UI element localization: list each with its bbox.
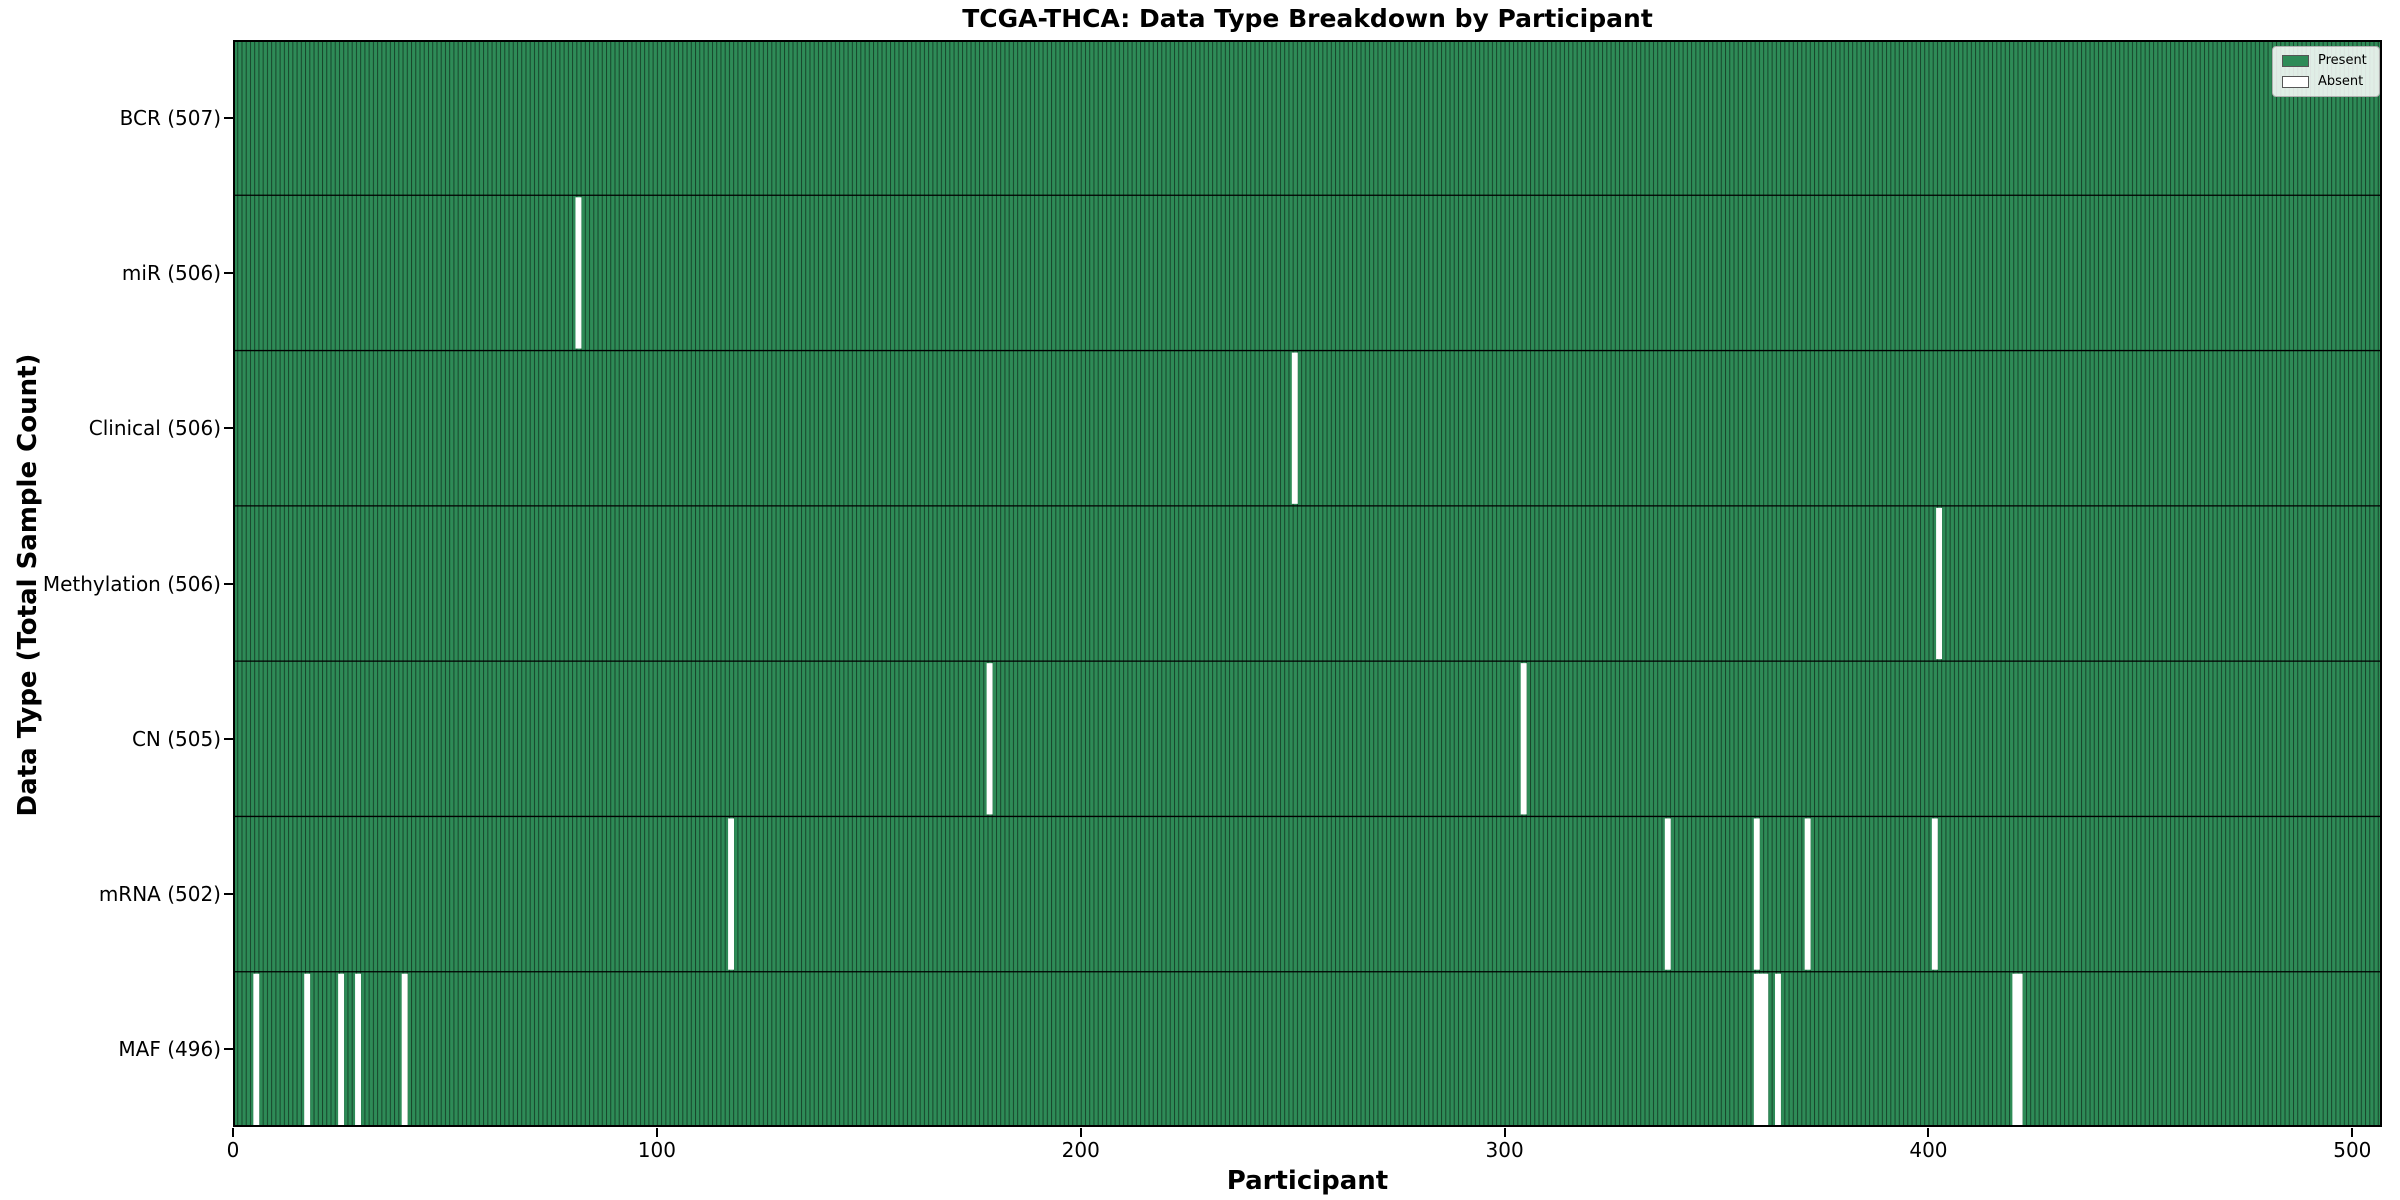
x-tick-mark xyxy=(1927,1128,1930,1137)
x-tick-label: 300 xyxy=(1485,1138,1524,1162)
y-tick-label: mRNA (502) xyxy=(98,882,221,907)
y-tick-mark xyxy=(224,582,233,585)
x-tick-label: 500 xyxy=(2333,1138,2372,1162)
x-tick-mark xyxy=(1079,1128,1082,1137)
y-tick-label: Clinical (506) xyxy=(88,416,221,441)
legend-absent-swatch xyxy=(2282,76,2309,88)
legend-present-swatch xyxy=(2282,55,2309,67)
y-tick-mark xyxy=(224,116,233,119)
x-axis-label: Participant xyxy=(1226,1166,1389,1196)
y-tick-mark xyxy=(224,737,233,740)
y-tick-label: Methylation (506) xyxy=(42,571,221,596)
x-tick-label: 100 xyxy=(637,1138,676,1162)
x-tick-mark xyxy=(655,1128,658,1137)
y-tick-mark xyxy=(224,427,233,430)
x-tick-mark xyxy=(2351,1128,2354,1137)
legend-entry-present: Present xyxy=(2282,54,2370,68)
x-tick-label: 200 xyxy=(1061,1138,1100,1162)
y-tick-label: BCR (507) xyxy=(119,105,221,130)
x-tick-mark xyxy=(232,1128,234,1137)
y-tick-label: MAF (496) xyxy=(118,1037,221,1062)
legend-present-label: Present xyxy=(2318,53,2367,68)
x-tick-label: 400 xyxy=(1909,1138,1948,1162)
presence-matrix-plot xyxy=(233,40,2382,1127)
y-tick-label: CN (505) xyxy=(131,726,221,751)
y-tick-mark xyxy=(224,1048,233,1051)
x-tick-label: 0 xyxy=(226,1138,240,1162)
legend-entry-absent: Absent xyxy=(2282,75,2370,89)
legend-absent-label: Absent xyxy=(2318,74,2364,89)
y-tick-mark xyxy=(224,893,233,896)
legend: Present Absent xyxy=(2272,46,2380,97)
y-tick-mark xyxy=(224,271,233,274)
x-tick-mark xyxy=(1503,1128,1506,1137)
y-tick-label: miR (506) xyxy=(121,260,221,285)
chart-title: TCGA-THCA: Data Type Breakdown by Partic… xyxy=(962,4,1653,33)
